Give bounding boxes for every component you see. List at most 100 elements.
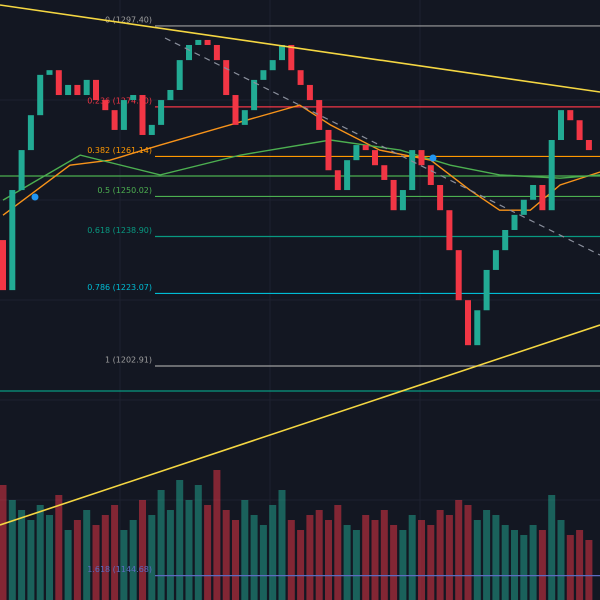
candle-body <box>306 84 313 101</box>
fib-level-label: 0.5 (1250.02) <box>97 186 152 195</box>
candle-body <box>409 150 416 191</box>
candle-body <box>567 110 574 121</box>
candle-body <box>27 115 34 151</box>
volume-bar <box>427 525 435 600</box>
candle-body <box>334 170 341 191</box>
volume-bar <box>325 520 332 600</box>
volume-bar <box>464 505 472 600</box>
candle-body <box>437 185 444 211</box>
candle-body <box>204 39 211 45</box>
volume-bar <box>483 510 491 600</box>
volume-bar <box>185 500 193 600</box>
volume-bar <box>222 510 230 600</box>
volume-bar <box>520 535 528 600</box>
volume-bar <box>576 530 584 600</box>
volume-pane <box>0 470 593 600</box>
volume-bar <box>399 530 407 600</box>
candle-body <box>186 44 192 61</box>
candle-body <box>158 100 165 125</box>
volume-bar <box>36 505 44 600</box>
volume-bar <box>408 515 416 600</box>
volume-bar <box>213 470 221 600</box>
volume-bar <box>287 520 295 600</box>
anchor-point[interactable] <box>31 193 39 201</box>
volume-bar <box>511 530 518 600</box>
candle-body <box>232 95 239 125</box>
candle-body <box>483 269 490 311</box>
volume-bar <box>585 540 593 600</box>
candle-body <box>558 110 564 141</box>
volume-bar <box>241 500 249 600</box>
volume-bar <box>101 515 109 600</box>
candle-body <box>446 210 453 251</box>
dashed-trend-line <box>164 37 600 256</box>
candle-body <box>381 165 388 180</box>
candle-body <box>353 145 360 161</box>
candle-body <box>130 95 137 101</box>
candle-body <box>530 185 537 200</box>
fib-level-label: 0.786 (1223.07) <box>87 283 152 292</box>
candle-body <box>139 95 146 135</box>
volume-bar <box>334 505 342 600</box>
volume-bar <box>297 530 305 600</box>
candle-body <box>260 70 267 80</box>
volume-bar <box>8 500 16 600</box>
volume-bar <box>380 510 388 600</box>
candle-body <box>148 124 155 135</box>
volume-bar <box>204 505 212 600</box>
candle-body <box>576 120 583 141</box>
candle-body <box>93 79 99 101</box>
fib-level-label: 0.382 (1261.14) <box>87 146 152 155</box>
trend-line <box>0 324 600 526</box>
candle-body <box>344 160 351 191</box>
candle-body <box>65 84 72 96</box>
volume-bar <box>548 495 556 600</box>
candle-body <box>167 89 174 101</box>
candle-body <box>492 250 499 270</box>
volume-bar <box>278 490 286 600</box>
candle-body <box>37 74 44 116</box>
volume-bar <box>418 520 425 600</box>
candle-body <box>241 110 248 125</box>
trend-line <box>0 4 600 93</box>
volume-bar <box>315 510 323 600</box>
volume-bar <box>194 485 202 600</box>
anchor-point[interactable] <box>429 154 437 162</box>
candle-body <box>279 44 285 61</box>
volume-bar <box>501 525 509 600</box>
candle-body <box>474 310 481 346</box>
moving-average <box>2 104 600 216</box>
volume-bar <box>27 520 35 600</box>
fib-level-label: 1 (1202.91) <box>105 356 152 365</box>
volume-bar <box>390 525 398 600</box>
candle-body <box>83 79 90 96</box>
volume-bar <box>46 515 53 600</box>
volume-bar <box>148 515 156 600</box>
candle-body <box>372 150 378 166</box>
candle-body <box>297 70 304 85</box>
candle-body <box>325 129 332 171</box>
volume-bar <box>111 505 119 600</box>
volume-bar <box>129 520 137 600</box>
volume-bar <box>55 495 63 600</box>
volume-bar <box>436 510 444 600</box>
candle-body <box>223 60 230 96</box>
candle-body <box>213 44 220 61</box>
candle-body <box>251 79 258 111</box>
volume-bar <box>120 530 128 600</box>
fib-level-label: 0.618 (1238.90) <box>87 226 152 235</box>
candle-body <box>427 165 434 186</box>
candle-body <box>465 300 471 346</box>
volume-bar <box>139 500 146 600</box>
candle-body <box>120 100 127 130</box>
candle-body <box>46 70 53 75</box>
candle-body <box>269 60 276 71</box>
volume-bar <box>157 490 165 600</box>
volume-bar <box>492 515 500 600</box>
candle-body <box>539 185 546 211</box>
fib-level-label: 0 (1297.40) <box>105 15 152 24</box>
volume-bar <box>566 535 574 600</box>
